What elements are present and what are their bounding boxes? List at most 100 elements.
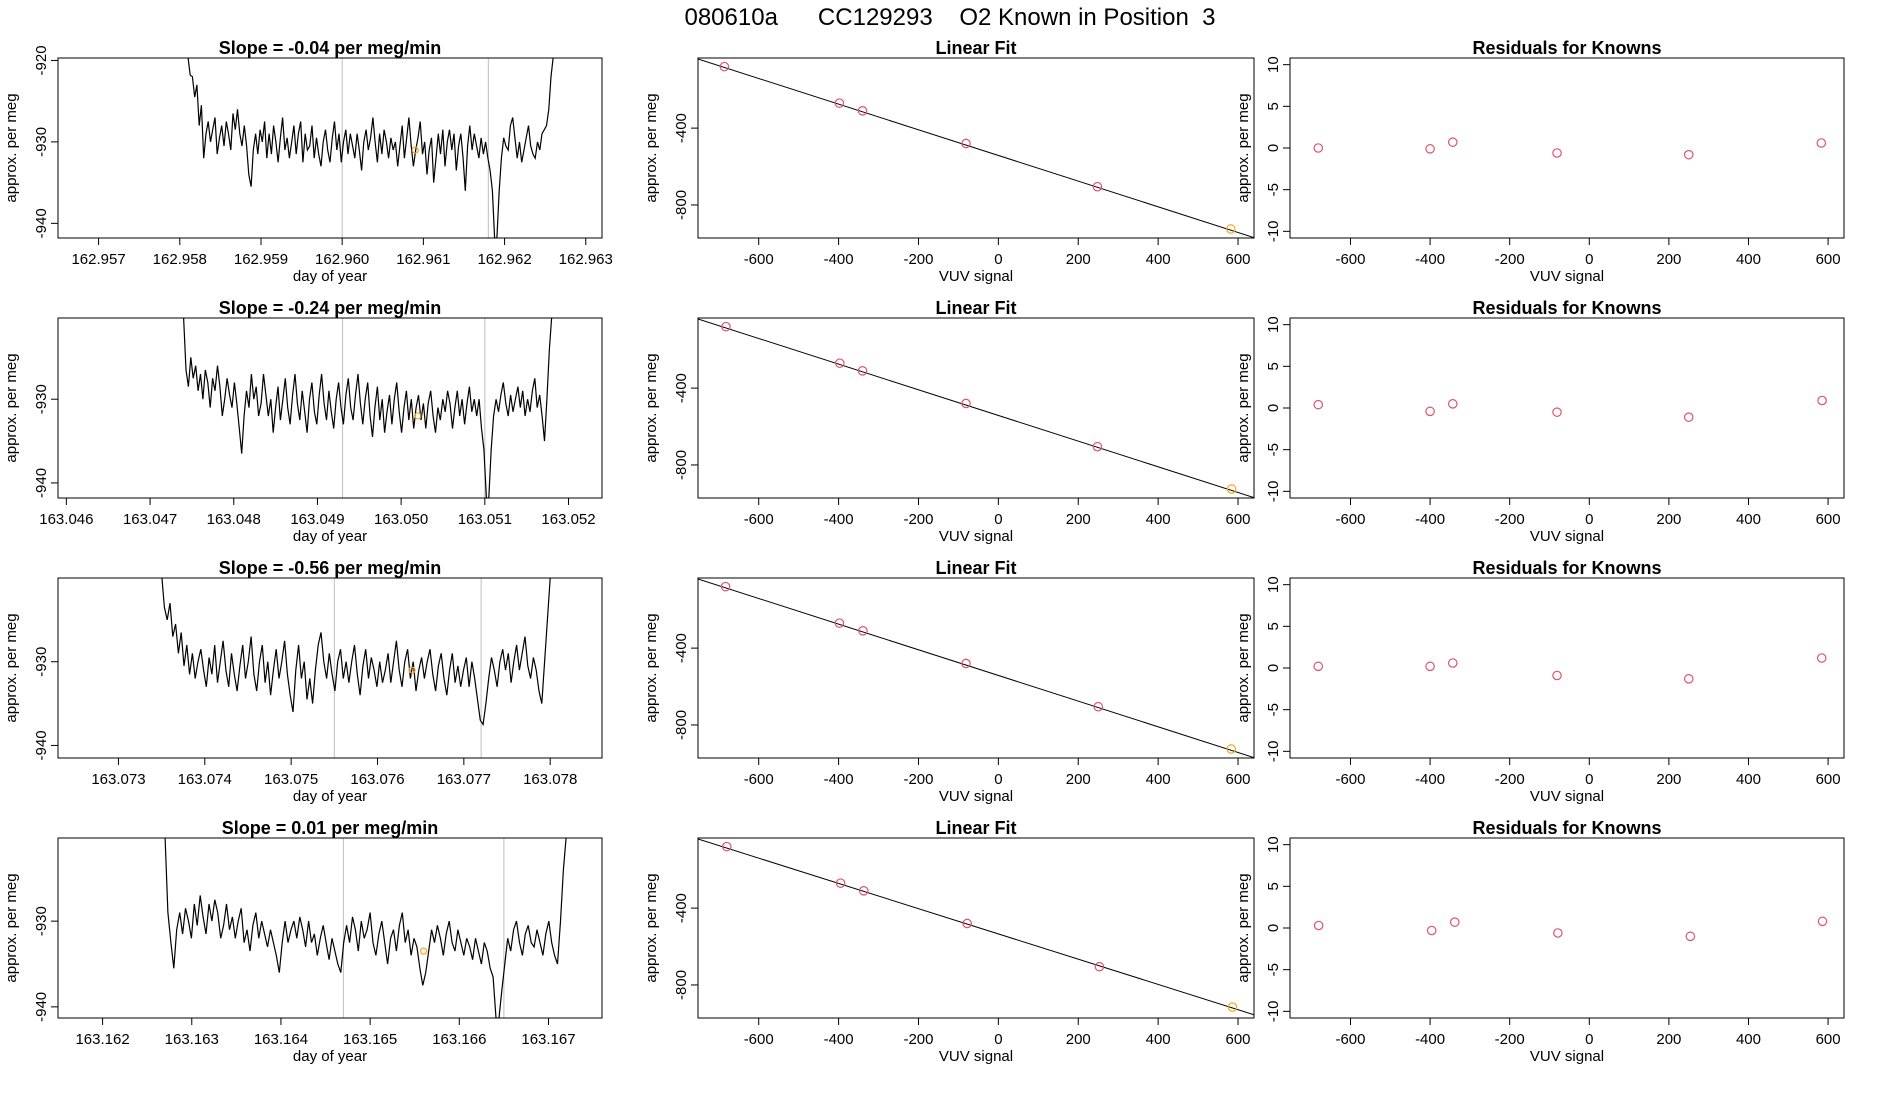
y-tick-label: 0: [1265, 404, 1282, 412]
data-point: [961, 138, 971, 149]
panel-title: Linear Fit: [935, 38, 1016, 58]
x-tick-label: 163.050: [374, 511, 428, 528]
x-tick-label: 400: [1146, 771, 1171, 788]
x-tick-label: 400: [1736, 1031, 1761, 1048]
x-tick-label: 163.075: [264, 771, 318, 788]
y-axis-label: approx. per meg: [643, 873, 660, 982]
data-point: [858, 886, 869, 896]
x-tick-label: 0: [1585, 251, 1593, 268]
y-tick-label: -5: [1265, 963, 1282, 976]
x-tick-label: 600: [1226, 511, 1251, 528]
x-tick-label: 600: [1816, 771, 1841, 788]
y-tick-label: -930: [33, 647, 50, 677]
data-point: [858, 626, 868, 636]
plot-area: [183, 318, 553, 498]
x-tick-label: 163.049: [290, 511, 344, 528]
x-tick-label: 0: [994, 771, 1002, 788]
y-tick-label: -400: [673, 893, 690, 923]
highlight-point: [411, 146, 419, 154]
x-axis-label: day of year: [293, 528, 367, 545]
x-axis-label: day of year: [293, 1048, 367, 1065]
x-axis-label: VUV signal: [939, 268, 1013, 285]
data-point: [1313, 399, 1324, 410]
x-tick-label: -400: [824, 251, 854, 268]
x-tick-label: 0: [994, 511, 1002, 528]
x-tick-label: 163.046: [39, 511, 93, 528]
y-axis-label: approx. per meg: [1235, 873, 1252, 982]
x-tick-label: -200: [903, 251, 933, 268]
x-tick-label: -400: [1415, 511, 1445, 528]
highlight-point: [414, 412, 422, 420]
data-point: [1553, 928, 1563, 938]
x-tick-label: 600: [1816, 251, 1841, 268]
data-point: [1449, 917, 1460, 927]
x-tick-label: 600: [1226, 251, 1251, 268]
y-tick-label: -400: [673, 633, 690, 663]
data-point: [857, 106, 868, 116]
time-series-line: [183, 318, 553, 498]
x-axis-label: VUV signal: [939, 788, 1013, 805]
y-tick-label: -10: [1265, 480, 1282, 502]
x-tick-label: 163.051: [458, 511, 512, 528]
x-tick-label: 163.073: [91, 771, 145, 788]
x-tick-label: 200: [1066, 251, 1091, 268]
data-point: [1313, 661, 1324, 672]
x-tick-label: 0: [1585, 771, 1593, 788]
y-axis-label: approx. per meg: [3, 613, 20, 722]
y-tick-label: -800: [673, 970, 690, 1000]
x-tick-label: -400: [1415, 1031, 1445, 1048]
panel-title: Slope = -0.04 per meg/min: [219, 38, 442, 58]
panel-title: Slope = -0.24 per meg/min: [219, 298, 442, 318]
panel-1-0: Slope = -0.24 per meg/min 163.046 163.047 1…: [3, 298, 603, 545]
data-point: [835, 878, 846, 888]
panel-2-2: Residuals for Knowns -600 -400 -200 0 200 400 6…: [1235, 558, 1845, 805]
data-point: [1683, 149, 1694, 160]
panel-3-2: Residuals for Knowns -600 -400 -200 0 200 400 6…: [1235, 818, 1845, 1065]
x-tick-label: -200: [903, 511, 933, 528]
data-point: [1226, 484, 1237, 494]
panel-title: Slope = -0.56 per meg/min: [219, 558, 442, 578]
x-tick-label: 163.052: [541, 511, 595, 528]
plot-frame: [697, 317, 1255, 499]
panel-0-1: Linear Fit -600 -400 -200 0 200 400 600 -400 -800…: [643, 38, 1255, 285]
y-tick-label: 10: [1265, 56, 1282, 73]
y-tick-label: -400: [673, 373, 690, 403]
x-tick-label: 163.074: [178, 771, 232, 788]
y-axis-label: approx. per meg: [643, 93, 660, 202]
highlight-point: [420, 947, 428, 955]
x-axis-label: day of year: [293, 268, 367, 285]
y-tick-label: 5: [1265, 362, 1282, 370]
x-tick-label: 400: [1736, 511, 1761, 528]
panel-1-1: Linear Fit -600 -400 -200 0 200 400 600 -400 -800…: [643, 298, 1255, 545]
x-tick-label: 0: [994, 1031, 1002, 1048]
plot-area: [698, 838, 1254, 1016]
x-tick-label: 400: [1146, 251, 1171, 268]
data-point: [1447, 137, 1458, 147]
y-tick-label: -5: [1265, 183, 1282, 196]
x-tick-label: -600: [744, 511, 774, 528]
x-tick-label: 163.047: [123, 511, 177, 528]
x-tick-label: 200: [1066, 771, 1091, 788]
y-tick-label: -940: [33, 730, 50, 760]
x-tick-label: 162.960: [315, 251, 369, 268]
panel-title: Linear Fit: [935, 558, 1016, 578]
x-tick-label: 200: [1656, 1031, 1681, 1048]
data-point: [1226, 744, 1237, 754]
data-point: [1425, 144, 1435, 154]
data-point: [1227, 1002, 1238, 1012]
data-point: [1094, 961, 1105, 972]
time-series-line: [161, 578, 551, 727]
y-axis-label: approx. per meg: [3, 873, 20, 982]
y-tick-label: -800: [673, 190, 690, 220]
x-tick-label: 200: [1066, 511, 1091, 528]
x-tick-label: 600: [1816, 511, 1841, 528]
data-point: [1552, 670, 1562, 681]
x-tick-label: 162.959: [234, 251, 288, 268]
x-tick-label: 400: [1736, 771, 1761, 788]
y-tick-label: 5: [1265, 102, 1282, 110]
highlight-point: [408, 666, 416, 674]
x-tick-label: 163.164: [254, 1031, 308, 1048]
x-tick-label: -600: [1335, 511, 1365, 528]
